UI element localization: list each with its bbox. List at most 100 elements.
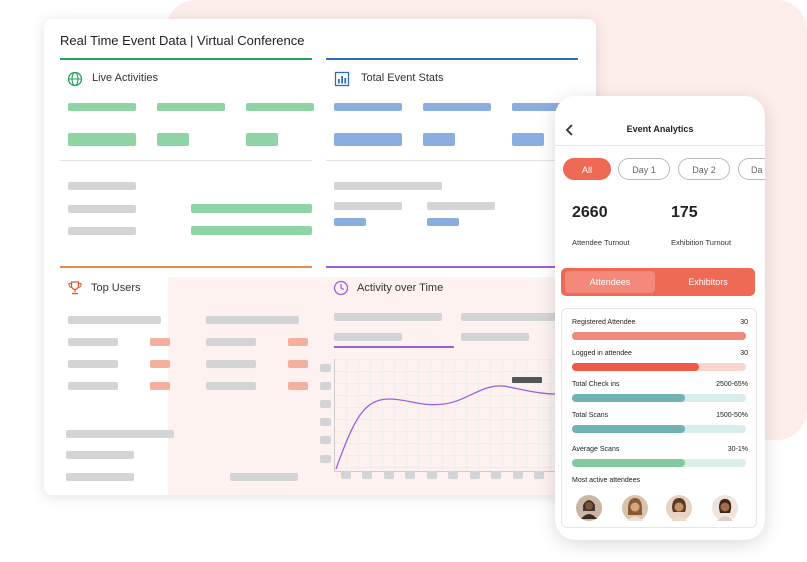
placeholder-bar: [427, 202, 495, 210]
divider: [555, 145, 765, 146]
placeholder-bar: [288, 360, 308, 368]
x-tick-placeholder: [405, 471, 415, 479]
event-analytics-phone: Event Analytics All Day 1 Day 2 Da 2660 …: [555, 96, 765, 540]
placeholder-bar: [157, 133, 189, 146]
metric-label: Total Check ins: [572, 381, 620, 388]
avatar[interactable]: [622, 495, 648, 521]
placeholder-bar: [246, 133, 278, 146]
x-tick-placeholder: [448, 471, 458, 479]
placeholder-bar: [68, 382, 118, 390]
x-tick-placeholder: [384, 471, 394, 479]
top-users-section-line: [60, 266, 312, 268]
metric-label: Average Scans: [572, 446, 620, 453]
placeholder-bar: [150, 338, 170, 346]
metric-bar-fill: [572, 332, 746, 340]
placeholder-bar: [206, 338, 256, 346]
placeholder-bar: [334, 182, 442, 190]
metric-label: Registered Attendee: [572, 319, 636, 326]
chart-axis: [334, 359, 335, 471]
placeholder-bar: [288, 338, 308, 346]
placeholder-bar: [191, 226, 312, 235]
metric-bar-fill: [572, 363, 700, 371]
x-tick-placeholder: [427, 471, 437, 479]
avatar[interactable]: [666, 495, 692, 521]
dashboard-card: Real Time Event Data | Virtual Conferenc…: [44, 19, 596, 495]
placeholder-bar: [423, 133, 455, 146]
y-tick-placeholder: [320, 364, 331, 372]
placeholder-bar: [206, 316, 299, 324]
segment-exhibitors[interactable]: Exhibitors: [688, 277, 728, 287]
x-tick-placeholder: [513, 471, 523, 479]
x-tick-placeholder: [534, 471, 544, 479]
placeholder-bar: [150, 382, 170, 390]
placeholder-bar: [68, 360, 118, 368]
globe-icon: [67, 71, 83, 87]
live-activities-title: Live Activities: [92, 72, 159, 84]
dashboard-title: Real Time Event Data | Virtual Conferenc…: [60, 33, 305, 48]
trophy-icon: [68, 281, 82, 295]
tab-all[interactable]: All: [563, 158, 611, 180]
bar-chart-icon: [334, 71, 350, 87]
placeholder-bar: [68, 182, 136, 190]
placeholder-bar: [66, 473, 134, 481]
placeholder-bar: [461, 333, 529, 341]
metric-value: 2500-65%: [716, 381, 748, 388]
x-tick-placeholder: [491, 471, 501, 479]
placeholder-bar: [246, 103, 314, 111]
attendee-turnout-label: Attendee Turnout: [572, 238, 630, 247]
metric-bar-track: [572, 425, 746, 433]
segment-attendees[interactable]: Attendees: [565, 271, 655, 293]
placeholder-bar: [68, 316, 161, 324]
divider: [326, 160, 578, 161]
placeholder-bar: [334, 313, 442, 321]
placeholder-bar: [334, 218, 366, 226]
x-tick-placeholder: [362, 471, 372, 479]
tab-day-1[interactable]: Day 1: [618, 158, 670, 180]
segment-control: Attendees Exhibitors: [561, 268, 755, 296]
exhibition-turnout-value: 175: [671, 204, 698, 221]
metric-bar-track: [572, 459, 746, 467]
y-tick-placeholder: [320, 400, 331, 408]
metric-bar-track: [572, 363, 746, 371]
placeholder-bar: [68, 338, 118, 346]
top-users-title: Top Users: [91, 282, 141, 294]
phone-title: Event Analytics: [626, 124, 694, 134]
most-active-label: Most active attendees: [572, 477, 641, 484]
activity-section-line: [326, 266, 578, 268]
y-tick-placeholder: [320, 418, 331, 426]
placeholder-bar: [512, 103, 580, 111]
metric-value: 30-1%: [727, 446, 748, 453]
placeholder-bar: [512, 133, 544, 146]
metric-label: Total Scans: [572, 412, 609, 419]
clock-icon: [333, 280, 349, 296]
avatar[interactable]: [712, 495, 738, 521]
tab-day-3[interactable]: Da: [738, 158, 765, 180]
placeholder-bar: [191, 204, 312, 213]
metric-bar-fill: [572, 425, 686, 433]
placeholder-bar: [206, 360, 256, 368]
avatar[interactable]: [576, 495, 602, 521]
metric-bar-fill: [572, 459, 686, 467]
placeholder-bar: [150, 360, 170, 368]
placeholder-bar: [68, 205, 136, 213]
metric-value: 30: [740, 350, 748, 357]
placeholder-bar: [230, 473, 298, 481]
placeholder-bar: [157, 103, 225, 111]
y-tick-placeholder: [320, 455, 331, 463]
tab-day-2[interactable]: Day 2: [678, 158, 730, 180]
metric-bar-track: [572, 394, 746, 402]
placeholder-bar: [66, 451, 134, 459]
x-tick-placeholder: [341, 471, 351, 479]
placeholder-bar: [68, 133, 136, 146]
placeholder-bar: [206, 382, 256, 390]
y-tick-placeholder: [320, 436, 331, 444]
chevron-left-icon[interactable]: [565, 123, 575, 137]
placeholder-bar: [334, 103, 402, 111]
activity-underline: [334, 346, 454, 348]
activity-over-time-title: Activity over Time: [357, 282, 444, 294]
placeholder-bar: [461, 313, 569, 321]
placeholder-bar: [68, 227, 136, 235]
live-section-line: [60, 58, 312, 60]
placeholder-bar: [334, 202, 402, 210]
total-section-line: [326, 58, 578, 60]
